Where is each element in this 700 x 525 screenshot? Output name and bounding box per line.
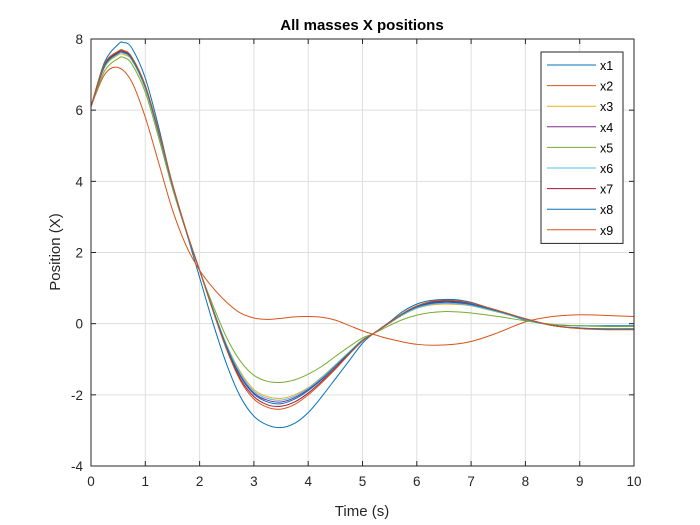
series-line-x9 <box>90 49 635 410</box>
x-tick-label: 7 <box>467 474 475 489</box>
y-tick-label: -4 <box>71 459 83 474</box>
y-tick-label: 8 <box>75 32 83 47</box>
x-tick-label: 3 <box>250 474 258 489</box>
x-tick-label: 5 <box>359 474 367 489</box>
legend-label-x7: x7 <box>600 183 613 197</box>
legend-label-x5: x5 <box>600 141 613 155</box>
series-layer <box>90 41 635 429</box>
legend-label-x1: x1 <box>600 59 613 73</box>
x-tick-label: 1 <box>142 474 150 489</box>
series-line-x5 <box>90 56 635 383</box>
y-axis-label: Position (X) <box>47 213 64 291</box>
x-axis-label: Time (s) <box>335 503 389 520</box>
y-tick-label: -2 <box>71 388 83 403</box>
x-tick-label: 6 <box>413 474 421 489</box>
legend-label-x8: x8 <box>600 203 613 217</box>
legend-label-x4: x4 <box>600 121 613 135</box>
x-tick-label: 10 <box>626 474 641 489</box>
axis-ticks: 0 1 2 3 4 5 6 7 8 9 10 -4 -2 0 2 4 6 8 <box>71 32 642 489</box>
x-tick-label: 0 <box>87 474 95 489</box>
y-tick-label: 4 <box>75 174 83 189</box>
chart-title: All masses X positions <box>280 17 443 34</box>
y-tick-label: 6 <box>75 103 83 118</box>
legend-label-x3: x3 <box>600 100 613 114</box>
legend-label-x9: x9 <box>600 224 613 238</box>
y-tick-label: 2 <box>75 246 83 261</box>
y-tick-label: 0 <box>75 317 83 332</box>
x-tick-label: 9 <box>576 474 584 489</box>
legend-label-x2: x2 <box>600 80 613 94</box>
legend: x1 x2 x3 x4 x5 x6 x7 x8 x9 <box>540 51 624 244</box>
series-line-x2 <box>90 66 635 346</box>
x-tick-label: 2 <box>196 474 204 489</box>
x-tick-label: 8 <box>522 474 530 489</box>
legend-label-x6: x6 <box>600 162 613 176</box>
x-tick-label: 4 <box>304 474 312 489</box>
